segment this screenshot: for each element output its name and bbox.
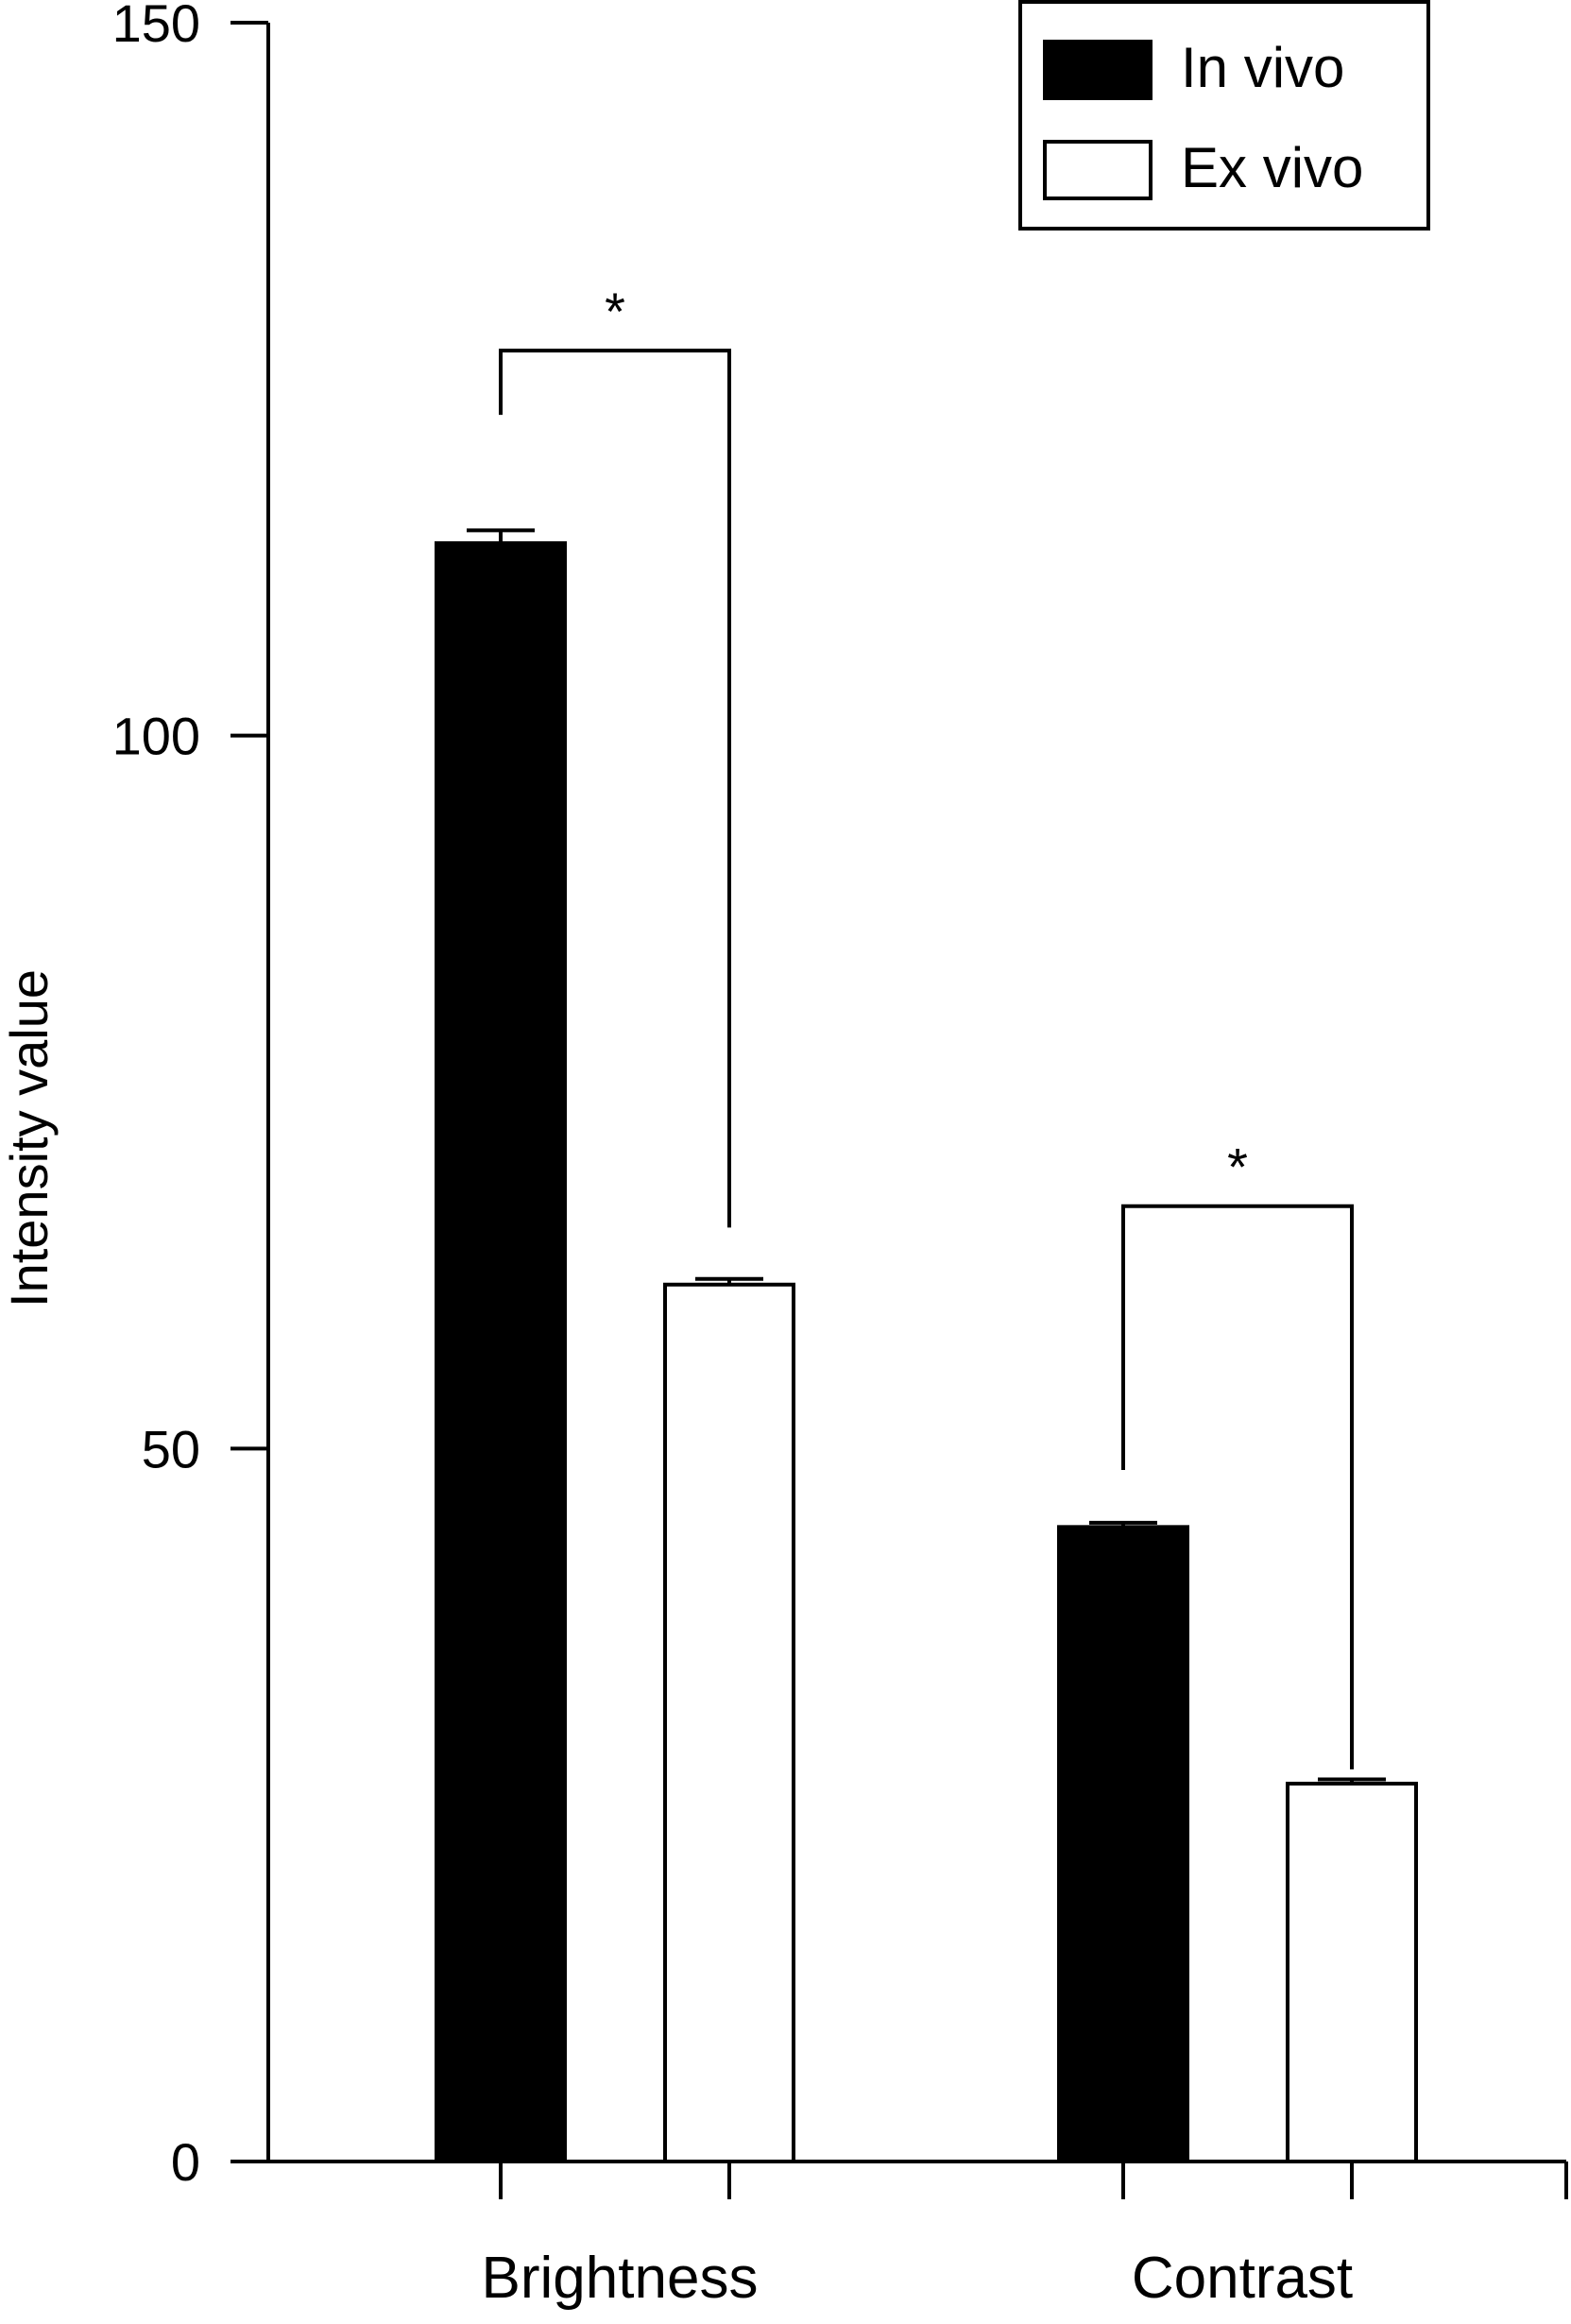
- y-tick-label: 50: [142, 1419, 200, 1478]
- y-tick-label: 0: [171, 2132, 200, 2192]
- legend: In vivo Ex vivo: [1018, 0, 1430, 231]
- significance-bracket: [499, 349, 731, 1228]
- bar-1-1: [1286, 1782, 1418, 2163]
- x-tick-label: Contrast: [1132, 2246, 1353, 2311]
- y-tick-label: 100: [112, 707, 200, 766]
- significance-star: *: [1227, 1137, 1248, 1197]
- bar-1-0: [663, 1282, 795, 2163]
- legend-swatch-0: [1043, 40, 1153, 100]
- significance-star: *: [605, 282, 625, 341]
- y-tick-label: 150: [112, 0, 200, 53]
- bars: [435, 528, 1418, 2164]
- legend-swatch-1: [1043, 140, 1153, 200]
- bar-0-0: [435, 540, 567, 2164]
- legend-label: Ex vivo: [1181, 136, 1363, 199]
- significance-bracket: [1121, 1204, 1354, 1769]
- significance-annotations: **: [499, 282, 1354, 1769]
- x-tick-label: Brightness: [482, 2246, 759, 2311]
- bar-0-1: [1057, 1525, 1189, 2163]
- legend-label: In vivo: [1181, 36, 1344, 99]
- y-axis-label: Intensity value: [0, 969, 59, 1307]
